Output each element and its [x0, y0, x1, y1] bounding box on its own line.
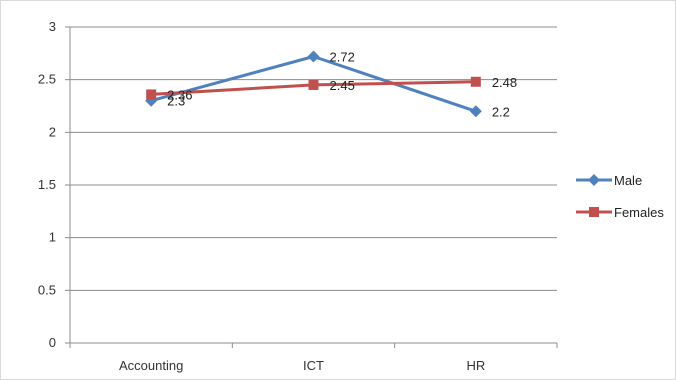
x-tick-label: ICT: [303, 358, 324, 373]
data-label: 2.45: [330, 78, 355, 93]
legend-label-male: Male: [614, 173, 642, 188]
data-point-females: [308, 79, 319, 90]
legend-marker-females: [589, 207, 599, 217]
y-tick-label: 2.5: [38, 72, 56, 87]
y-tick-label: 0.5: [38, 282, 56, 297]
axes: [65, 26, 558, 348]
x-tick-label: Accounting: [119, 358, 183, 373]
data-label: 2.48: [492, 75, 517, 90]
x-tick-labels: Accounting ICT HR: [119, 358, 485, 373]
data-point-females: [470, 76, 481, 87]
legend-marker-male: [588, 174, 600, 186]
series: [145, 50, 482, 118]
legend: Male Females: [576, 173, 664, 220]
y-tick-labels: 0 0.5 1 1.5 2 2.5 3: [38, 19, 56, 350]
data-label: 2.2: [492, 104, 510, 119]
y-tick-label: 1: [49, 230, 56, 245]
data-label: 2.72: [330, 49, 355, 64]
y-tick-label: 3: [49, 19, 56, 34]
data-label: 2.3: [167, 94, 185, 109]
data-point-male: [469, 105, 482, 118]
data-point-male: [307, 50, 320, 63]
y-tick-label: 1.5: [38, 177, 56, 192]
y-tick-label: 2: [49, 124, 56, 139]
data-label: 2.36: [167, 87, 192, 102]
data-labels: 2.3 2.72 2.2 2.36 2.45 2.48: [167, 49, 517, 119]
y-tick-label: 0: [49, 335, 56, 350]
gridlines: [70, 26, 557, 291]
x-tick-label: HR: [466, 358, 485, 373]
legend-label-females: Females: [614, 205, 664, 220]
data-point-females: [146, 89, 157, 100]
